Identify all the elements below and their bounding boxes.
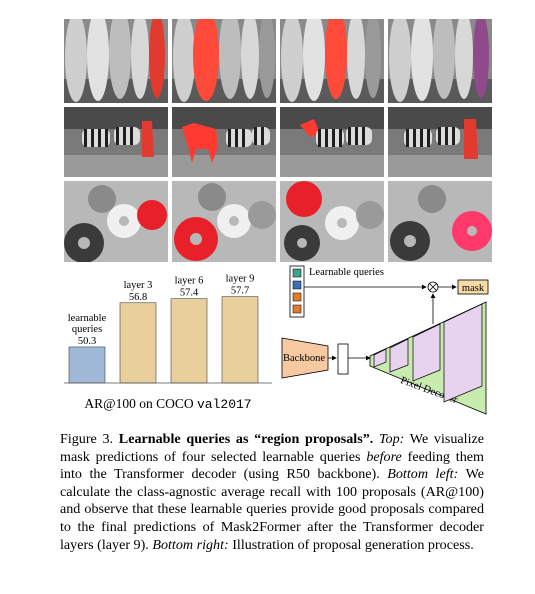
query-token-1 <box>292 268 302 278</box>
figure-caption: Figure 3. Learnable queries as “region p… <box>60 431 484 554</box>
feature-maps <box>373 303 483 403</box>
feature-map-3 <box>412 323 441 382</box>
mask-overlay <box>142 121 154 157</box>
bar-1 <box>68 346 106 384</box>
bar-category-label-2: layer 3 <box>124 280 153 291</box>
mask-box <box>457 279 489 295</box>
surfboard-image-query-1 <box>64 19 168 103</box>
bar-category-label-1: learnable <box>68 313 107 324</box>
surfboard-image-query-3 <box>280 19 384 103</box>
bar-category-label-3: layer 6 <box>175 276 204 287</box>
bar-value-label-3: 57.4 <box>180 288 199 299</box>
learnable-queries-stack <box>289 265 305 318</box>
bar-category-label-4: layer 9 <box>226 274 255 285</box>
backbone-feature-box <box>337 343 349 375</box>
zebra-image-query-2 <box>172 107 276 177</box>
feature-map-1 <box>373 348 387 368</box>
caption-top-text-2: feeding them into the Transformer decode… <box>60 448 484 483</box>
feature-map-2 <box>389 338 409 373</box>
mask-overlay <box>464 119 478 159</box>
bar-value-label-1: 50.3 <box>78 336 96 347</box>
mask-label: mask <box>462 283 485 294</box>
bar-4 <box>221 296 259 384</box>
proposal-generation-diagram: Learnable queries mask Pixel Decoder Bac… <box>278 262 496 422</box>
diagram-svg: Learnable queries mask Pixel Decoder Bac… <box>281 265 489 415</box>
bar-value-label-2: 56.8 <box>129 292 147 303</box>
mask-overlay <box>149 19 165 98</box>
donut-image-query-4 <box>388 181 492 262</box>
mask-overlay <box>473 19 489 98</box>
zebra-image-query-4 <box>388 107 492 177</box>
chart-xlabel: AR@100 on COCO val2017 <box>84 396 251 412</box>
zebra-image-query-3 <box>280 107 384 177</box>
learnable-queries-label: Learnable queries <box>309 267 384 278</box>
mask-overlay <box>137 200 167 230</box>
figure-label: Figure 3. <box>60 431 114 447</box>
xlabel-mono: val2017 <box>197 397 252 412</box>
query-token-2 <box>292 280 302 290</box>
xlabel-plain: AR@100 on COCO <box>84 396 197 411</box>
query-token-4 <box>292 304 302 314</box>
caption-top-text-1: We visualize mask predictions of four se… <box>60 431 485 465</box>
caption-bottom-left-text: We calculate the class-agnostic average … <box>60 466 484 553</box>
backbone-shape <box>281 337 329 379</box>
caption-bottom-right-label: Bottom right: <box>152 536 229 553</box>
donut-image-query-2 <box>172 181 276 262</box>
bar-category-label-1: queries <box>72 324 102 335</box>
donut-image-query-3 <box>280 181 384 262</box>
bar-value-label-4: 57.7 <box>231 286 249 297</box>
mask-overlay <box>182 123 218 163</box>
mask-visualization-grid <box>64 19 492 262</box>
donut-image-query-1 <box>64 181 168 262</box>
zebra-image-query-1 <box>64 107 168 177</box>
surfboard-image-query-2 <box>172 19 276 103</box>
ar100-bar-chart: 50.3 queries learnable 56.8 layer 3 57.4 layer… <box>62 266 274 426</box>
feature-map-4 <box>443 303 483 403</box>
bar-3 <box>170 298 208 384</box>
caption-top-label: Top: <box>378 431 405 447</box>
mask-overlay <box>286 181 322 217</box>
mask-overlay <box>325 19 347 99</box>
mask-overlay <box>300 119 320 137</box>
mask-overlay <box>193 19 219 101</box>
surfboard-image-query-4 <box>388 19 492 103</box>
caption-bottom-left-label: Bottom left: <box>387 466 459 483</box>
caption-bottom-right-text: Illustration of proposal generation proc… <box>232 536 474 553</box>
bar-2 <box>119 302 157 384</box>
caption-title: Learnable queries as “region proposals”. <box>118 431 374 447</box>
caption-top-before: before <box>366 448 402 465</box>
backbone-label: Backbone <box>283 353 325 364</box>
query-token-3 <box>292 292 302 302</box>
